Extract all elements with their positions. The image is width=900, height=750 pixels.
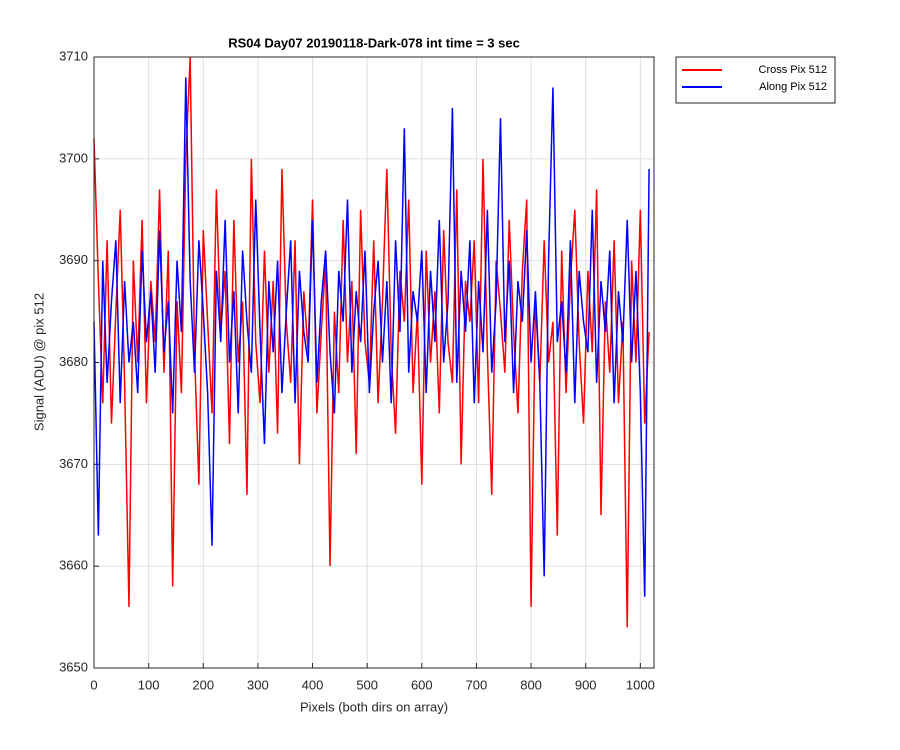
x-tick-label: 800 — [520, 677, 542, 692]
legend-box — [675, 56, 836, 104]
y-tick-label: 3680 — [59, 354, 88, 369]
y-tick-label: 3650 — [59, 659, 88, 674]
y-axis-label: Signal (ADU) @ pix 512 — [31, 293, 46, 431]
y-tick-label: 3670 — [59, 456, 88, 471]
series-line — [93, 77, 650, 597]
x-tick-label: 700 — [466, 677, 488, 692]
y-tick-label: 3710 — [59, 48, 88, 63]
x-tick-label: 300 — [247, 677, 269, 692]
legend-label: Cross Pix 512 — [759, 64, 827, 76]
x-tick-label: 0 — [90, 677, 97, 692]
x-tick-label: 600 — [411, 677, 433, 692]
x-tick-label: 900 — [575, 677, 597, 692]
x-tick-label: 500 — [356, 677, 378, 692]
legend-label: Along Pix 512 — [759, 81, 827, 93]
x-tick-label: 400 — [302, 677, 324, 692]
x-tick-label: 100 — [138, 677, 160, 692]
x-axis-label: Pixels (both dirs on array) — [300, 699, 448, 714]
x-tick-label: 200 — [192, 677, 214, 692]
axes-box — [93, 56, 655, 669]
x-tick-label: 1000 — [626, 677, 655, 692]
chart-title: RS04 Day07 20190118-Dark-078 int time = … — [228, 35, 520, 50]
y-tick-label: 3660 — [59, 558, 88, 573]
y-tick-label: 3690 — [59, 252, 88, 267]
y-tick-label: 3700 — [59, 150, 88, 165]
